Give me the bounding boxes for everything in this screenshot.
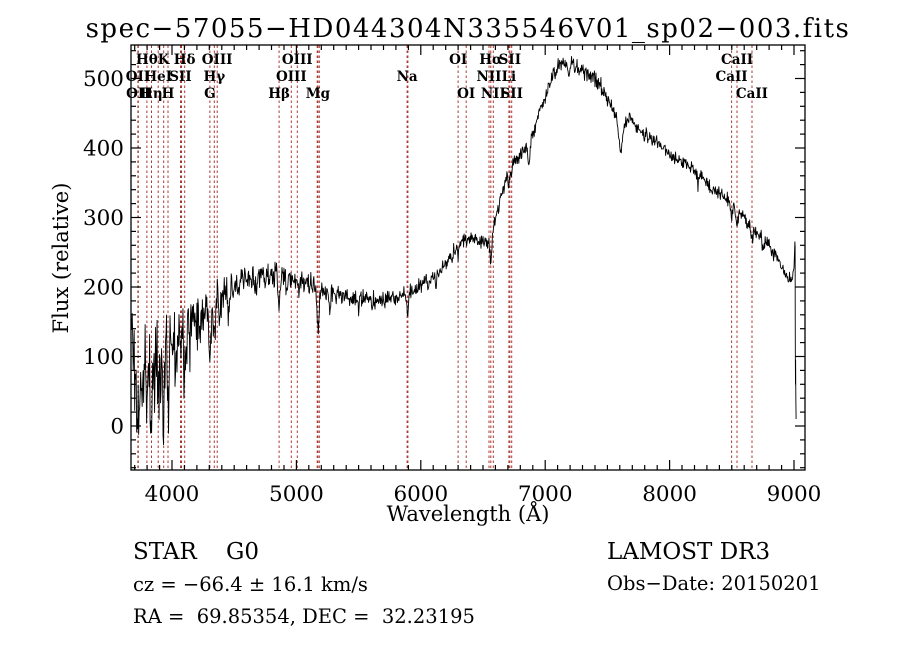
line-label-NII-6583: NII	[481, 86, 506, 102]
ra-dec-coords: RA = 69.85354, DEC = 32.23195	[133, 605, 475, 628]
line-label-OI-6300: OI	[449, 52, 467, 68]
spectral-line-labels: OIIOIIHθHηHeIKHSIIHδGHγOIIIHβOIIIOIIIMgN…	[126, 52, 768, 102]
line-label-OIII-4363: OIII	[202, 52, 233, 68]
line-label-Na-5890: Na	[397, 69, 418, 85]
line-label-CaII-8498: CaII	[715, 69, 747, 85]
y-tick-label-100: 100	[83, 345, 124, 370]
classification-label: STAR G0	[133, 539, 259, 565]
y-tick-label-300: 300	[83, 206, 124, 231]
x-tick-label-5000: 5000	[269, 482, 324, 507]
line-label-HeI-3889: HeI	[144, 69, 172, 85]
axes: 4000 5000 6000 7000 8000 9000 0 100 200 300 400 500	[83, 44, 822, 507]
y-tick-label-200: 200	[83, 276, 124, 301]
line-label-Hα-6563: Hα	[479, 52, 503, 68]
line-label-K-3933: K	[158, 52, 171, 68]
line-label-Li-6708: Li	[502, 69, 517, 85]
line-label-Hγ-4340: Hγ	[203, 69, 225, 85]
line-label-CaII-8542: CaII	[721, 52, 753, 68]
y-tick-label-400: 400	[83, 137, 124, 162]
line-label-OI-6365: OI	[457, 86, 475, 102]
x-tick-label-6000: 6000	[393, 482, 448, 507]
spectrum-flux-curve	[130, 55, 797, 446]
obs-date: Obs−Date: 20150201	[607, 572, 820, 595]
line-label-OII-3726: OII	[126, 69, 150, 85]
line-label-OIII-5007: OIII	[282, 52, 313, 68]
line-label-G-4305: G	[204, 86, 216, 102]
spectrum-trace	[130, 55, 797, 446]
line-label-Hθ-3798: Hθ	[136, 52, 158, 68]
y-tick-label-500: 500	[83, 67, 124, 92]
y-axis-label: Flux (relative)	[49, 183, 73, 334]
line-label-NII-6548: NII	[476, 69, 501, 85]
cz-value: cz = −66.4 ± 16.1 km/s	[133, 573, 368, 596]
line-label-SII-6716: SII	[499, 52, 521, 68]
x-axis-label: Wavelength (Å)	[387, 501, 550, 526]
y-tick-label-0: 0	[110, 415, 124, 440]
line-label-OIII-4959: OIII	[276, 69, 307, 85]
x-tick-label-7000: 7000	[518, 482, 573, 507]
x-tick-label-4000: 4000	[145, 482, 200, 507]
line-label-Mg-5173: Mg	[306, 86, 331, 102]
line-label-SII-4068: SII	[169, 69, 191, 85]
x-tick-label-8000: 8000	[642, 482, 697, 507]
line-label-CaII-8662: CaII	[736, 86, 768, 102]
plot-frame	[130, 44, 806, 471]
line-label-Hη-3835: Hη	[140, 86, 163, 102]
x-tick-label-9000: 9000	[767, 482, 822, 507]
line-label-OII-3729: OII	[126, 86, 150, 102]
line-label-SII-6731: SII	[501, 86, 523, 102]
line-label-H-3968: H	[162, 86, 175, 102]
survey-label: LAMOST DR3	[607, 539, 770, 565]
figure-title: spec−57055−HD044304N335546V01_sp02−003.f…	[86, 14, 851, 44]
line-label-Hβ-4861: Hβ	[268, 86, 290, 102]
line-label-Hδ-4102: Hδ	[174, 52, 196, 68]
